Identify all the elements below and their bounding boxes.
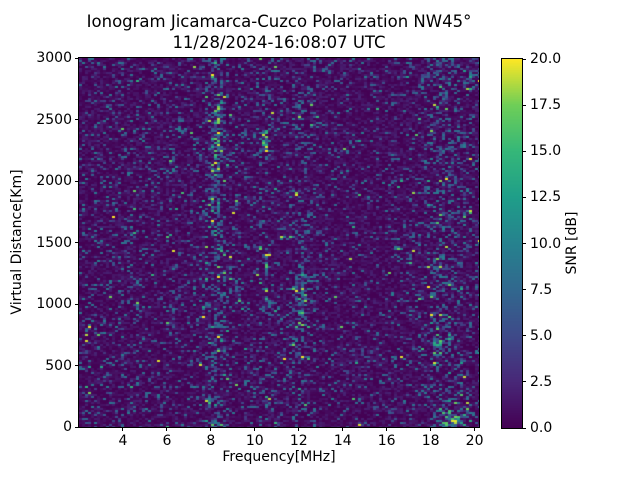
colorbar-tick-label: 12.5 bbox=[530, 189, 562, 206]
colorbar-tick-label: 20.0 bbox=[530, 51, 562, 67]
y-tick-label: 1000 bbox=[36, 296, 72, 312]
y-tick-mark bbox=[75, 242, 79, 243]
colorbar-tick-mark bbox=[522, 289, 526, 291]
colorbar-label: SNR [dB] bbox=[564, 211, 580, 275]
x-tick-mark bbox=[386, 427, 388, 431]
x-tick-mark bbox=[474, 427, 476, 431]
colorbar-tick-label: 2.5 bbox=[530, 373, 553, 390]
colorbar-tick-mark bbox=[522, 104, 526, 106]
y-tick-label: 500 bbox=[45, 357, 72, 374]
x-tick-mark bbox=[122, 427, 124, 431]
y-axis-label: Virtual Distance[Km] bbox=[9, 169, 25, 315]
y-tick-label: 3000 bbox=[36, 50, 72, 66]
colorbar-tick-mark bbox=[522, 243, 526, 244]
ionogram-heatmap bbox=[79, 58, 479, 427]
y-tick-mark bbox=[75, 180, 79, 182]
colorbar-tick-label: 15.0 bbox=[530, 143, 562, 160]
colorbar-frame bbox=[501, 58, 523, 429]
x-tick-label: 6 bbox=[162, 433, 172, 449]
colorbar-tick-label: 5.0 bbox=[530, 327, 553, 344]
colorbar-tick-mark bbox=[522, 335, 526, 337]
y-tick-mark bbox=[75, 426, 79, 428]
colorbar-tick-mark bbox=[522, 150, 526, 152]
x-tick-label: 12 bbox=[289, 433, 308, 449]
colorbar-tick-label: 7.5 bbox=[530, 281, 553, 298]
colorbar-tick-mark bbox=[522, 58, 526, 60]
colorbar-tick-mark bbox=[522, 196, 526, 198]
y-tick-mark bbox=[75, 57, 79, 59]
x-tick-label: 20 bbox=[465, 433, 484, 449]
x-tick-label: 18 bbox=[421, 433, 440, 449]
x-axis-label: Frequency[MHz] bbox=[222, 449, 336, 465]
x-tick-mark bbox=[166, 427, 168, 431]
colorbar-tick-mark bbox=[522, 427, 526, 429]
chart-title-line1: Ionogram Jicamarca-Cuzco Polarization NW… bbox=[86, 12, 472, 31]
y-tick-mark bbox=[75, 365, 79, 366]
x-tick-mark bbox=[298, 427, 300, 431]
x-tick-label: 14 bbox=[333, 433, 352, 449]
y-tick-label: 1500 bbox=[36, 234, 72, 251]
x-tick-label: 16 bbox=[377, 433, 396, 449]
y-tick-label: 2500 bbox=[36, 111, 72, 128]
x-tick-label: 10 bbox=[245, 433, 264, 449]
x-tick-mark bbox=[210, 427, 212, 431]
colorbar-tick-mark bbox=[522, 381, 526, 383]
x-tick-mark bbox=[342, 427, 344, 431]
colorbar-tick-label: 10.0 bbox=[530, 235, 562, 252]
colorbar-tick-label: 0.0 bbox=[530, 420, 553, 436]
y-tick-mark bbox=[75, 119, 79, 120]
colorbar-tick-label: 17.5 bbox=[530, 97, 562, 114]
y-tick-label: 2000 bbox=[36, 173, 72, 189]
chart-title-line2: 11/28/2024-16:08:07 UTC bbox=[172, 33, 386, 52]
y-tick-mark bbox=[75, 303, 79, 305]
x-tick-mark bbox=[430, 427, 432, 431]
chart-title: Ionogram Jicamarca-Cuzco Polarization NW… bbox=[79, 11, 479, 53]
plot-area bbox=[78, 57, 480, 428]
y-tick-label: 0 bbox=[63, 419, 72, 435]
x-tick-label: 8 bbox=[206, 433, 216, 449]
x-tick-label: 4 bbox=[118, 433, 128, 449]
x-tick-mark bbox=[254, 427, 256, 431]
colorbar bbox=[502, 59, 522, 428]
